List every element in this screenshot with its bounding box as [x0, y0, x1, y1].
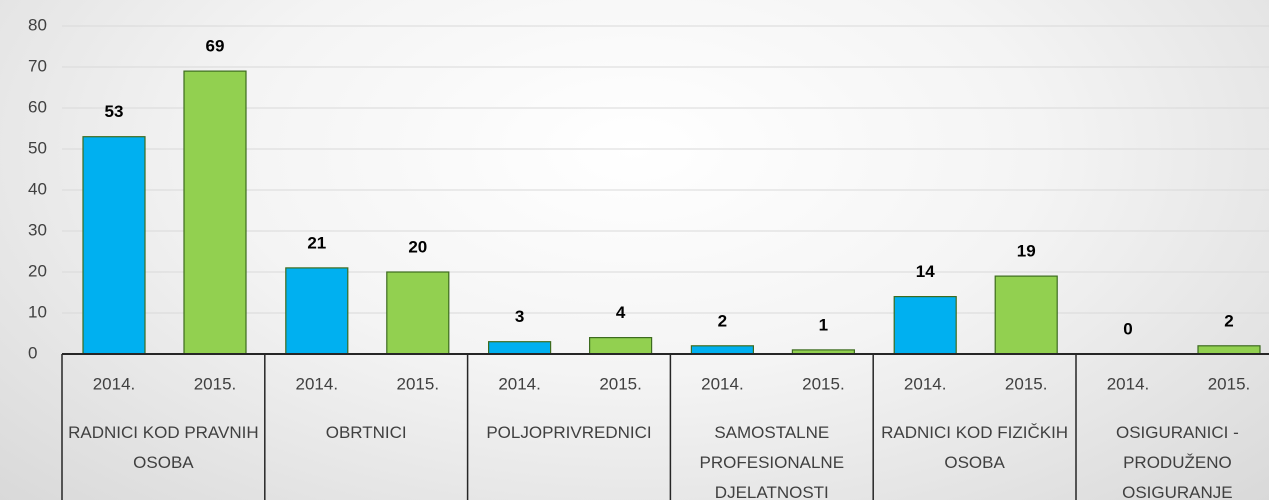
y-tick-label: 60	[28, 97, 47, 116]
y-tick-label: 30	[28, 220, 47, 239]
data-label: 21	[307, 233, 326, 252]
bar	[285, 267, 349, 355]
series-label: 2014.	[93, 374, 136, 393]
data-label: 19	[1017, 242, 1036, 261]
series-label: 2014.	[904, 374, 947, 393]
bar	[488, 341, 552, 355]
data-label: 53	[105, 102, 124, 121]
y-tick-label: 10	[28, 302, 47, 321]
bar	[183, 70, 247, 355]
data-label: 3	[515, 307, 524, 326]
data-label: 2	[718, 311, 727, 330]
y-tick-label: 70	[28, 56, 47, 75]
bar	[893, 296, 957, 355]
series-label: 2015.	[1005, 374, 1048, 393]
bar	[588, 337, 653, 355]
y-tick-label: 40	[28, 179, 47, 198]
category-label: OBRTNICI	[325, 423, 407, 442]
y-tick-label: 0	[28, 343, 37, 362]
data-label: 69	[206, 37, 225, 56]
category-label: SAMOSTALNE PROFESIONALNE DJELATNOSTI	[699, 423, 845, 500]
bar	[690, 345, 755, 355]
series-label: 2014.	[296, 374, 339, 393]
bar	[82, 136, 146, 355]
data-label: 20	[408, 237, 427, 256]
bar	[1197, 345, 1261, 355]
data-label: 2	[1224, 311, 1233, 330]
data-label: 0	[1123, 319, 1132, 338]
series-label: 2014.	[1107, 374, 1150, 393]
series-label: 2014.	[701, 374, 744, 393]
category-label: RADNICI KOD PRAVNIH OSOBA	[68, 423, 259, 472]
series-label: 2015.	[194, 374, 237, 393]
data-label: 1	[819, 315, 828, 334]
y-tick-label: 20	[28, 261, 47, 280]
y-tick-label: 50	[28, 138, 47, 157]
bar	[994, 275, 1058, 355]
data-label: 14	[916, 262, 935, 281]
category-label: OSIGURANICI - PRODUŽENO OSIGURANJE	[1116, 423, 1239, 500]
bar	[386, 271, 450, 355]
series-label: 2015.	[1208, 374, 1251, 393]
category-label: RADNICI KOD FIZIČKIH OSOBA	[881, 423, 1069, 472]
series-label: 2015.	[802, 374, 845, 393]
series-label: 2014.	[498, 374, 541, 393]
data-label: 4	[616, 303, 626, 322]
series-label: 2015.	[397, 374, 440, 393]
category-label: POLJOPRIVREDNICI	[486, 423, 652, 442]
y-tick-label: 80	[28, 15, 47, 34]
series-label: 2015.	[599, 374, 642, 393]
